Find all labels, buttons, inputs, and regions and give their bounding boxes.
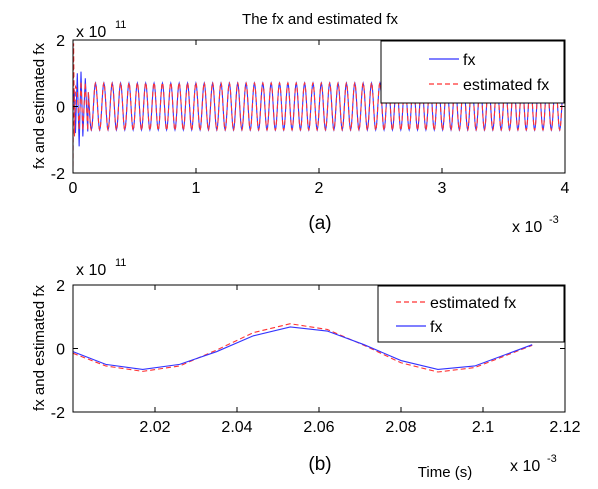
x-exponent-power: -3 bbox=[549, 214, 559, 226]
x-tick-label: 2.08 bbox=[385, 419, 416, 436]
x-tick-label: 4 bbox=[561, 180, 570, 197]
legend-box bbox=[377, 285, 565, 343]
series-lines bbox=[73, 323, 533, 373]
x-tick-label: 3 bbox=[438, 180, 447, 197]
y-tick-label: 0 bbox=[56, 100, 65, 117]
x-tick-label: 0 bbox=[69, 180, 78, 197]
panel-label: (a) bbox=[308, 213, 331, 234]
y-tick-label: 2 bbox=[56, 33, 65, 50]
legend-label: estimated fx bbox=[463, 77, 549, 94]
x-tick-label: 2 bbox=[315, 180, 324, 197]
y-tick-label: 2 bbox=[56, 278, 65, 295]
y-tick-label: 0 bbox=[56, 342, 65, 359]
y-exponent-power: 11 bbox=[115, 257, 126, 269]
y-exponent-label: x 10 bbox=[76, 24, 106, 41]
series-line-estimated-fx bbox=[73, 323, 533, 373]
x-tick-label: 2.04 bbox=[221, 419, 252, 436]
x-exponent-label: x 10 bbox=[510, 458, 540, 475]
y-exponent-power: 11 bbox=[115, 19, 126, 31]
y-axis-label: fx and estimated fx bbox=[31, 43, 48, 169]
x-axis-label: Time (s) bbox=[418, 464, 472, 481]
panel-a: 0 1 2 3 4-202 The fx and estimated fx x 10 1… bbox=[31, 11, 570, 236]
series-line-estimated-fx bbox=[73, 43, 565, 167]
legend: fx estimated fx bbox=[380, 40, 565, 104]
y-exponent-label: x 10 bbox=[76, 262, 106, 279]
series-line-fx bbox=[73, 326, 533, 371]
legend-label: fx bbox=[463, 52, 475, 69]
axis-tick-labels: 2.02 2.04 2.06 2.08 2.1 2.12 -2 0 2 bbox=[51, 278, 581, 436]
panel-label: (b) bbox=[308, 454, 331, 475]
chart-title: The fx and estimated fx bbox=[242, 11, 398, 28]
x-tick-label: 2.06 bbox=[303, 419, 334, 436]
y-axis-label: fx and estimated fx bbox=[31, 285, 48, 411]
x-tick-label: 2.12 bbox=[549, 419, 580, 436]
legend-label: estimated fx bbox=[430, 295, 516, 312]
x-exponent-power: -3 bbox=[547, 453, 557, 465]
x-tick-label: 2.02 bbox=[139, 419, 170, 436]
x-tick-label: 2.1 bbox=[472, 419, 494, 436]
legend-label: fx bbox=[430, 319, 442, 336]
x-tick-label: 1 bbox=[192, 180, 201, 197]
y-tick-label: -2 bbox=[51, 166, 65, 183]
legend-box bbox=[380, 40, 565, 104]
x-exponent-label: x 10 bbox=[512, 219, 542, 236]
axis-tick-labels: 0 1 2 3 4-202 bbox=[51, 33, 570, 197]
y-tick-label: -2 bbox=[51, 405, 65, 422]
series-lines bbox=[73, 43, 565, 167]
panel-b: 2.02 2.04 2.06 2.08 2.1 2.12 -2 0 2 x 10 11 x 10… bbox=[31, 257, 581, 481]
legend: estimated fx fx bbox=[377, 285, 565, 343]
